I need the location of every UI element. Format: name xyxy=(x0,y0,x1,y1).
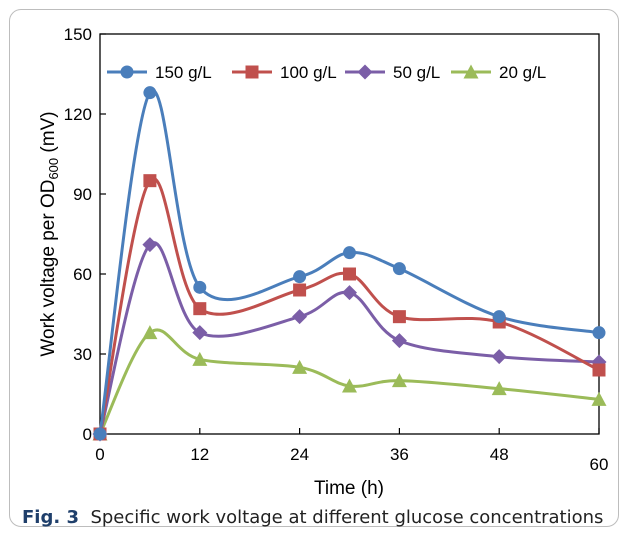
y-axis-title-main: Work voltage per OD xyxy=(38,180,59,357)
y-tick-label: 60 xyxy=(73,265,92,284)
data-point-150-gl xyxy=(492,310,506,324)
y-axis-title: Work voltage per OD600 (mV) xyxy=(38,111,61,356)
data-point-20-gl xyxy=(142,325,158,340)
legend-marker-50-gl xyxy=(357,64,373,80)
x-tick-label: 36 xyxy=(390,445,409,464)
data-point-20-gl xyxy=(192,351,208,366)
line-chart: 0 30 60 90 120 150 0 12 24 36 48 60 150 g/L 100 g/L… xyxy=(38,25,608,499)
y-tick-label: 30 xyxy=(73,345,92,364)
y-axis-title-subscript: 600 xyxy=(46,158,61,180)
caption-label: Fig. 3 xyxy=(22,507,79,528)
y-tick-label: 120 xyxy=(64,105,92,124)
plot-area xyxy=(99,33,600,435)
legend-label-50-gl: 50 g/L xyxy=(393,63,440,82)
y-tick-label: 90 xyxy=(73,185,92,204)
y-tick-label: 0 xyxy=(83,425,92,444)
caption-text: Specific work voltage at different gluco… xyxy=(90,507,604,528)
data-point-100-gl xyxy=(143,174,157,188)
x-axis-title: Time (h) xyxy=(314,478,384,499)
y-axis-title-unit: (mV) xyxy=(38,111,59,157)
data-point-150-gl xyxy=(343,246,356,260)
data-point-20-gl xyxy=(292,359,308,374)
y-tick-label: 150 xyxy=(64,25,92,44)
legend: 150 g/L 100 g/L 50 g/L 20 g/L xyxy=(107,63,546,82)
data-point-50-gl xyxy=(192,325,208,341)
x-tick-label: 12 xyxy=(190,445,209,464)
legend-marker-100-gl xyxy=(245,65,259,79)
x-tick-label: 24 xyxy=(290,445,309,464)
data-point-150-gl xyxy=(592,326,606,340)
data-point-100-gl xyxy=(392,310,406,324)
legend-label-20-gl: 20 g/L xyxy=(499,63,546,82)
figure-caption: Fig. 3 Specific work voltage at differen… xyxy=(22,507,603,528)
x-tick-label: 48 xyxy=(490,445,509,464)
x-tick-label: 60 xyxy=(590,455,609,474)
legend-marker-150-gl xyxy=(120,65,134,79)
legend-marker-20-gl xyxy=(463,64,479,79)
data-point-150-gl xyxy=(143,86,157,100)
data-point-20-gl xyxy=(491,381,507,396)
data-point-100-gl xyxy=(293,283,307,297)
data-point-100-gl xyxy=(343,267,356,281)
x-tick-label: 0 xyxy=(95,445,104,464)
data-point-20-gl xyxy=(591,391,607,406)
legend-label-100-gl: 100 g/L xyxy=(280,63,337,82)
series-line-150-gl xyxy=(98,88,600,435)
data-point-50-gl xyxy=(292,309,308,325)
data-point-50-gl xyxy=(491,349,507,365)
data-point-20-gl xyxy=(391,373,407,388)
series-markers xyxy=(92,86,607,442)
legend-label-150-gl: 150 g/L xyxy=(155,63,212,82)
x-axis: 0 12 24 36 48 60 xyxy=(95,428,608,474)
data-point-50-gl xyxy=(391,333,407,349)
data-point-150-gl xyxy=(293,270,307,284)
data-point-50-gl xyxy=(342,285,357,301)
data-point-150-gl xyxy=(193,280,207,294)
data-point-50-gl xyxy=(142,237,158,253)
data-point-100-gl xyxy=(592,363,606,377)
data-point-150-gl xyxy=(93,427,107,441)
y-axis: 0 30 60 90 120 150 xyxy=(64,25,106,444)
data-point-150-gl xyxy=(392,262,406,276)
data-point-20-gl xyxy=(342,378,357,393)
data-point-100-gl xyxy=(193,302,207,316)
